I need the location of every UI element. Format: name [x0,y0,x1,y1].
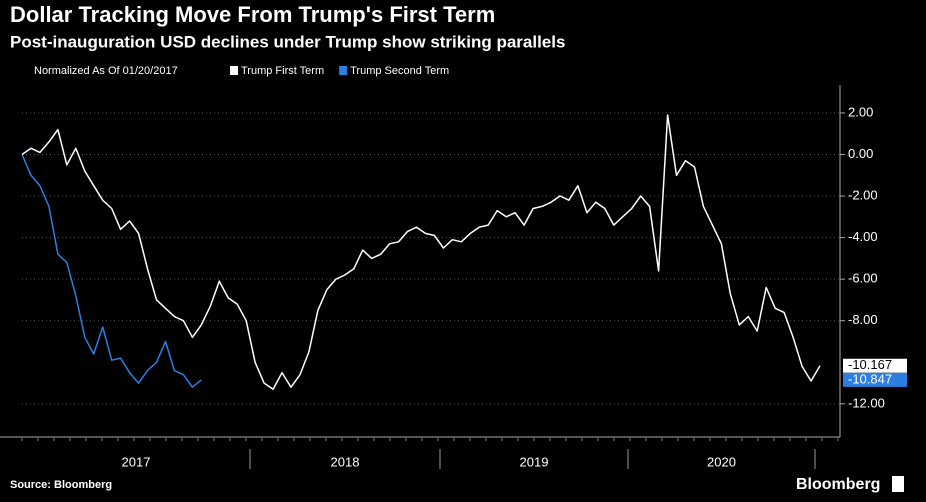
end-label-box [843,372,907,387]
y-tick-label: -12.00 [848,395,885,410]
chart-title: Dollar Tracking Move From Trump's First … [10,2,495,27]
end-label: -10.847 [848,371,892,386]
brand: Bloomberg [796,476,880,493]
legend-label: Trump First Term [241,65,324,77]
y-tick-label: -4.00 [848,229,878,244]
y-tick-label: -2.00 [848,187,878,202]
legend-swatch [230,66,238,75]
y-tick-label: -6.00 [848,271,878,286]
y-tick-label: 0.00 [848,146,873,161]
x-tick-label: 2020 [707,454,736,469]
brand-icon [892,476,904,492]
x-tick-label: 2017 [122,454,151,469]
y-tick-label: -8.00 [848,312,878,327]
legend-swatch [339,66,348,75]
x-tick-label: 2019 [520,454,549,469]
end-label: -10.167 [848,357,892,372]
end-label-box [843,358,907,373]
source: Source: Bloomberg [10,479,112,491]
y-tick-label: 2.00 [848,104,873,119]
series-line [21,154,202,388]
legend-label: Trump Second Term [350,65,449,77]
legend-title: Normalized As Of 01/20/2017 [34,65,178,77]
series-line [21,114,821,391]
x-tick-label: 2018 [331,454,360,469]
chart-subtitle: Post-inauguration USD declines under Tru… [10,32,565,51]
